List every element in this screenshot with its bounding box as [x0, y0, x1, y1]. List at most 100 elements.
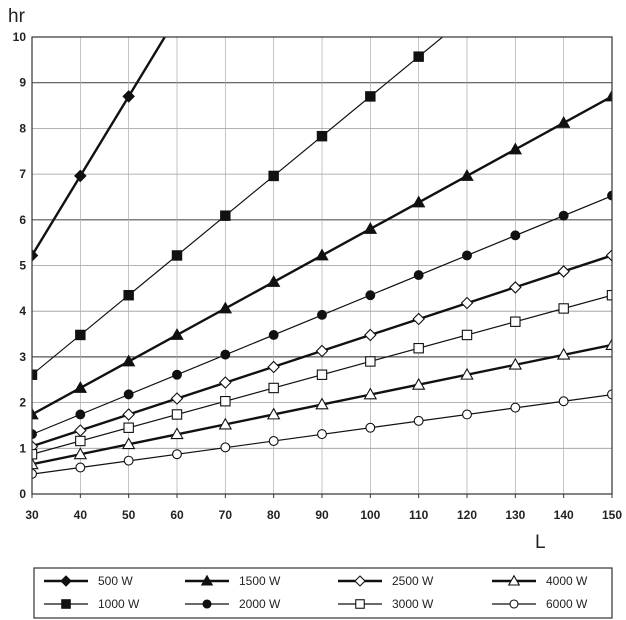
- point-4000-w: [508, 357, 523, 370]
- point-4000-w: [170, 427, 184, 440]
- point-1500-w: [170, 328, 184, 340]
- legend-label-1000-w: 1000 W: [98, 597, 140, 611]
- point-500-w: [32, 249, 39, 262]
- x-tick-label: 80: [267, 508, 281, 522]
- point-6000-w: [365, 422, 376, 433]
- legend: 500 W 1500 W 2500 W 4000 W 1000 W 2000 W 3000 …: [33, 567, 613, 619]
- x-tick-label: 50: [122, 508, 136, 522]
- point-4000-w: [121, 437, 136, 450]
- point-3000-w: [413, 342, 424, 354]
- point-3000-w: [461, 329, 473, 341]
- point-6000-w: [75, 462, 86, 473]
- x-tick-label: 70: [219, 508, 233, 522]
- point-2500-w: [364, 328, 377, 342]
- point-2000-w: [558, 210, 569, 221]
- y-tick-label: 10: [13, 30, 27, 44]
- legend-marker-3000-w: [355, 599, 365, 609]
- point-2500-w: [122, 408, 135, 421]
- point-3000-w: [75, 435, 86, 447]
- point-2000-w: [365, 290, 376, 301]
- point-2000-w: [75, 409, 86, 420]
- point-500-w: [122, 90, 135, 103]
- y-tick-label: 5: [19, 259, 26, 273]
- y-tick-label: 0: [19, 487, 26, 501]
- point-1000-w: [268, 170, 279, 182]
- x-tick-label: 120: [457, 508, 477, 522]
- point-2000-w: [172, 369, 182, 380]
- point-4000-w: [411, 377, 426, 390]
- x-tick-label: 130: [505, 508, 525, 522]
- point-2000-w: [462, 250, 472, 261]
- legend-marker-4000-w: [507, 574, 521, 586]
- point-1500-w: [73, 381, 88, 393]
- y-tick-label: 8: [19, 121, 26, 135]
- x-tick-label: 30: [25, 508, 39, 522]
- point-4000-w: [315, 397, 329, 410]
- point-3000-w: [558, 303, 569, 314]
- point-3000-w: [365, 356, 376, 367]
- point-3000-w: [268, 382, 279, 394]
- point-6000-w: [462, 409, 472, 420]
- gridlines: [31, 37, 613, 494]
- y-tick-label: 2: [19, 396, 26, 410]
- point-6000-w: [172, 449, 182, 460]
- point-2500-w: [315, 344, 329, 358]
- legend-marker-2500-w: [354, 575, 366, 587]
- legend-label-4000-w: 4000 W: [546, 574, 588, 588]
- point-2000-w: [268, 330, 279, 340]
- point-1500-w: [605, 89, 612, 102]
- legend-label-1500-w: 1500 W: [239, 574, 281, 588]
- point-2000-w: [413, 270, 424, 281]
- point-2500-w: [509, 281, 522, 294]
- point-1500-w: [556, 116, 571, 128]
- point-1500-w: [315, 248, 329, 261]
- x-tick-label: 60: [170, 508, 184, 522]
- point-2500-w: [460, 296, 474, 310]
- point-4000-w: [556, 347, 571, 360]
- point-4000-w: [460, 367, 474, 380]
- point-500-w: [74, 169, 87, 183]
- point-1500-w: [508, 142, 523, 155]
- point-2000-w: [510, 230, 521, 241]
- point-1000-w: [123, 289, 134, 301]
- point-3000-w: [510, 316, 521, 327]
- point-6000-w: [123, 455, 134, 466]
- point-1500-w: [363, 222, 378, 234]
- y-axis-ticks: 0 1 2 3 4 5 6 7 8 9 10: [13, 30, 27, 501]
- legend-label-2500-w: 2500 W: [392, 574, 434, 588]
- point-2500-w: [74, 424, 87, 437]
- point-2500-w: [267, 360, 280, 374]
- point-4000-w: [266, 407, 281, 420]
- y-tick-label: 4: [19, 304, 26, 318]
- legend-label-6000-w: 6000 W: [546, 597, 588, 611]
- y-tick-label: 7: [19, 167, 26, 181]
- legend-label-2000-w: 2000 W: [239, 597, 281, 611]
- x-tick-label: 110: [409, 508, 429, 522]
- point-4000-w: [605, 338, 612, 350]
- point-1000-w: [171, 250, 183, 261]
- x-tick-label: 40: [74, 508, 88, 522]
- point-4000-w: [218, 417, 233, 430]
- legend-marker-1000-w: [61, 599, 71, 609]
- legend-marker-6000-w: [509, 599, 519, 609]
- point-6000-w: [413, 415, 424, 426]
- point-6000-w: [268, 436, 279, 446]
- point-1000-w: [413, 51, 424, 62]
- point-6000-w: [510, 402, 521, 413]
- x-tick-label: 90: [315, 508, 329, 522]
- point-1500-w: [218, 301, 233, 314]
- point-1000-w: [75, 329, 86, 341]
- point-6000-w: [220, 442, 231, 453]
- y-tick-label: 6: [19, 213, 26, 227]
- legend-marker-500-w: [60, 575, 72, 587]
- y-tick-label: 9: [19, 76, 26, 90]
- point-3000-w: [171, 409, 183, 420]
- x-tick-label: 150: [602, 508, 622, 522]
- point-4000-w: [73, 447, 88, 460]
- x-axis-ticks: 30 40 50 60 70 80 90 100 110 120 130 140 150: [25, 494, 622, 522]
- legend-marker-2000-w: [202, 599, 212, 609]
- point-2000-w: [123, 389, 134, 400]
- legend-box: [33, 567, 613, 619]
- point-2500-w: [412, 312, 425, 326]
